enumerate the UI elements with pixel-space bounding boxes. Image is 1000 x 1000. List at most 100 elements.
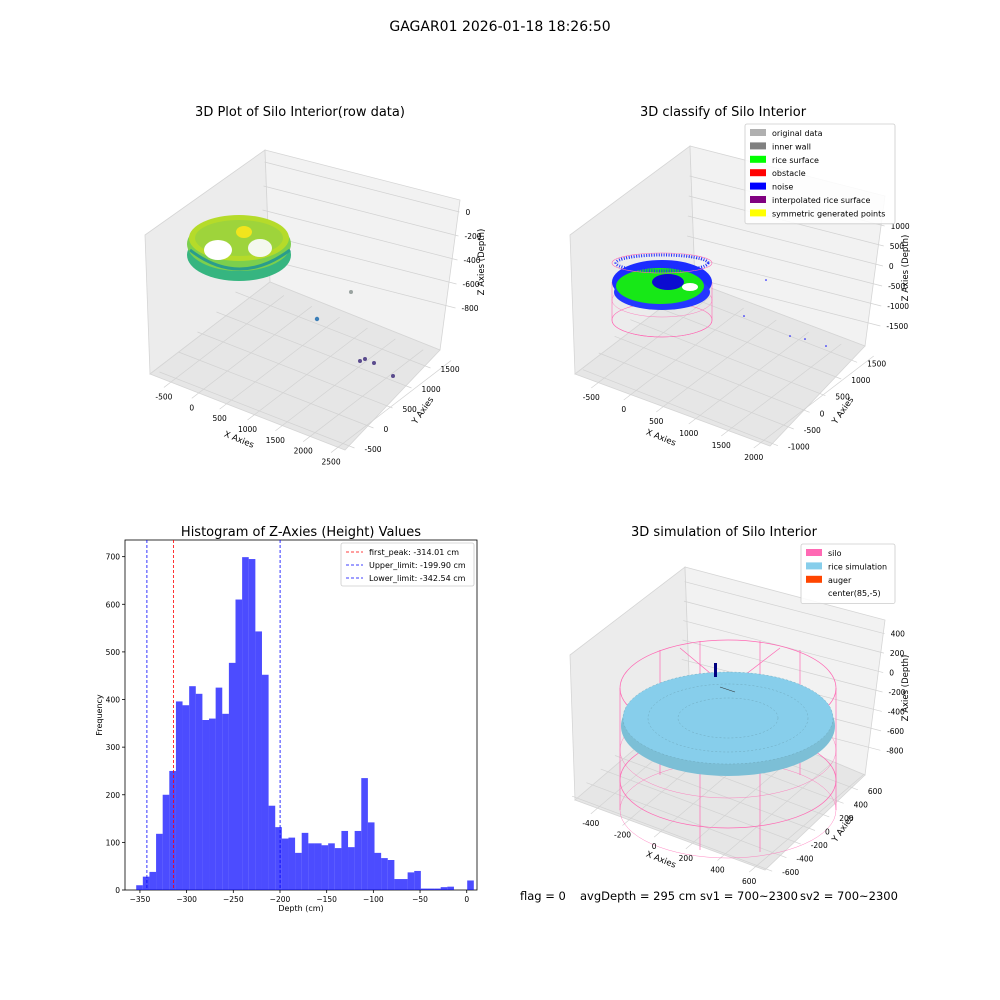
histogram-bar [394, 879, 401, 890]
status-sv2: sv2 = 700~2300 [800, 889, 898, 903]
z-tick-label: 0 [889, 262, 894, 271]
legend-label: center(85,-5) [828, 589, 881, 598]
legend-label: rice surface [772, 156, 819, 165]
x-grid-line [623, 307, 744, 401]
histogram-ticks: −350 −300 −250 −200 −150 −100 −50 0 0 100 200 300 40… [106, 553, 470, 904]
z-grid-line [683, 600, 885, 654]
histogram-bar [228, 662, 236, 890]
y-tick-label: 1500 [441, 365, 460, 374]
x-tick-label: −200 [270, 895, 291, 904]
figure-title: GAGAR01 2026-01-18 18:26:50 [389, 19, 610, 35]
histogram-bar [414, 870, 421, 890]
z-grid-line [263, 185, 459, 237]
x-tick-label: −150 [316, 895, 337, 904]
legend-swatch [806, 575, 822, 583]
histogram-bar [328, 843, 335, 890]
histogram-panel[interactable]: Histogram of Z-Axies (Height) Values −35… [95, 525, 478, 913]
z-tick-label: -500 [888, 282, 905, 291]
y-grid-line [630, 319, 826, 396]
classify-grid [582, 175, 885, 449]
sim-grid [572, 581, 885, 873]
z-tick-label: 0 [466, 208, 471, 217]
legend-swatch [750, 142, 766, 150]
sim-legend-frame [800, 543, 896, 604]
x-tick-label: 0 [189, 403, 194, 412]
y-tick-label: 400 [106, 696, 121, 705]
x-tick-label: 2000 [294, 447, 313, 456]
classify-3d-panel[interactable]: 3D classify of Silo Interior -5000500100… [569, 105, 911, 462]
histogram-bar [341, 830, 349, 890]
y-tick-label: 1000 [851, 376, 870, 385]
histogram-xlabel: Depth (cm) [278, 904, 323, 913]
histogram-bar [367, 822, 375, 890]
x-tick-label: 1500 [712, 441, 731, 450]
y-grid-line [646, 302, 842, 380]
simulation-3d-panel[interactable]: 3D simulation of Silo Interior [569, 525, 911, 886]
z-grid-line [686, 255, 882, 307]
histogram-bar [295, 852, 302, 890]
z-grid-line [682, 639, 883, 693]
histogram-bar [400, 879, 408, 890]
sim-rice-surface [621, 663, 835, 776]
y-grid-line [178, 351, 374, 429]
z-tick-label: -600 [887, 727, 904, 736]
histogram-reference-lines [146, 540, 281, 890]
x-tick-label: −300 [176, 895, 197, 904]
histogram-bar [467, 880, 474, 890]
z-tick-label: -200 [465, 232, 482, 241]
y-tick-label: 500 [403, 405, 418, 414]
histogram-bar [268, 805, 276, 890]
histogram-bar [255, 631, 262, 890]
legend-swatch [806, 562, 822, 570]
legend-swatch [750, 169, 766, 177]
histogram-bar [222, 713, 229, 890]
histogram-bar [275, 827, 282, 890]
histogram-bar [169, 770, 176, 890]
classify-legend-frame [744, 123, 896, 225]
x-tick-label: −50 [412, 895, 428, 904]
status-flag: flag = 0 [520, 889, 566, 903]
histogram-bar [381, 858, 388, 890]
x-tick-label: 1000 [238, 425, 257, 434]
x-grid-line [688, 331, 809, 425]
classify-legend: original data inner wall rice surface obsta… [744, 123, 896, 225]
x-tick-label: -400 [582, 819, 599, 828]
legend-label: obstacle [772, 169, 806, 178]
y-tick-label: 0 [115, 886, 120, 895]
x-tick-label: −350 [130, 895, 151, 904]
y-grid-line [197, 331, 393, 409]
z-grid-line [684, 581, 885, 635]
x-grid-line [656, 319, 777, 413]
raw-floor-pane [149, 281, 441, 451]
x-tick-label: -200 [614, 831, 631, 840]
histogram-bar [420, 888, 428, 890]
raw-3d-panel[interactable]: 3D Plot of Silo Interior(row data) -500 0… [144, 105, 487, 467]
legend-label: auger [828, 576, 852, 585]
y-tick-label: -500 [365, 445, 382, 454]
z-grid-line [686, 235, 883, 287]
z-tick-label: -1000 [887, 302, 909, 311]
legend-label: Lower_limit: -342.54 cm [369, 574, 466, 583]
simulation-panel-title: 3D simulation of Silo Interior [631, 525, 818, 540]
y-tick-label: -500 [804, 426, 821, 435]
z-tick-label: 1000 [891, 222, 910, 231]
histogram-bar [235, 599, 243, 890]
legend-label: first_peak: -314.01 cm [369, 548, 459, 557]
status-avg-depth: avgDepth = 295 cm [580, 889, 696, 903]
z-tick-label: -800 [886, 746, 903, 755]
x-tick-label: 600 [742, 877, 757, 886]
y-tick-label: 500 [835, 393, 850, 402]
y-grid-line [600, 768, 801, 845]
histogram-bar [242, 557, 249, 890]
legend-label: noise [772, 183, 793, 192]
sim-legend: silo rice simulation auger center(85,-5) [800, 543, 896, 604]
z-tick-label: 400 [891, 630, 906, 639]
y-grid-line [159, 371, 355, 449]
histogram-bar [281, 838, 289, 890]
legend-swatch [750, 182, 766, 190]
legend-label: silo [828, 549, 842, 558]
histogram-bar [288, 837, 296, 890]
x-tick-label: 2500 [322, 458, 341, 467]
z-axis-label: Z Axies (Depth) [477, 229, 487, 296]
legend-label: Upper_limit: -199.90 cm [369, 561, 466, 570]
